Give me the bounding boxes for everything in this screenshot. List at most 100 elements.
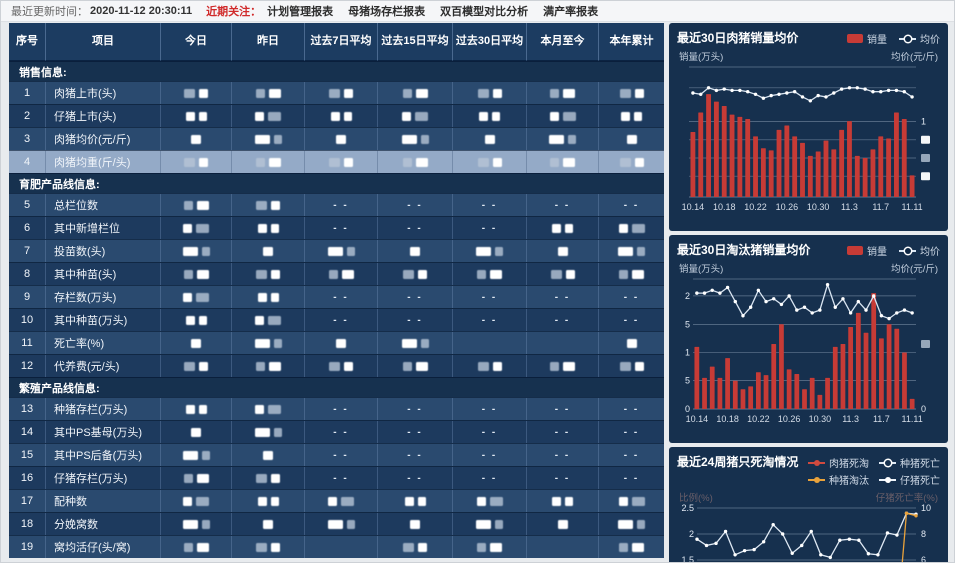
table-row[interactable]: 11 死亡率(%) xyxy=(9,331,664,354)
redacted-value xyxy=(328,269,338,279)
svg-text:11.11: 11.11 xyxy=(901,202,922,212)
redacted-value xyxy=(484,134,495,144)
table-row[interactable]: 8 其中种苗(头) xyxy=(9,262,664,285)
table-row[interactable]: 4 肉猪均重(斤/头) xyxy=(9,150,664,173)
cell-value xyxy=(453,240,527,262)
redacted-value xyxy=(201,450,210,460)
redacted-value xyxy=(637,246,645,256)
table-row[interactable]: 14 其中PS基母(万头) - - - - - - - - - - xyxy=(9,420,664,443)
table-row[interactable]: 19 窝均活仔(头/窝) xyxy=(9,535,664,558)
redacted-value xyxy=(618,496,628,506)
table-row[interactable]: 16 仔猪存栏(万头) - - - - - - - - - - xyxy=(9,466,664,489)
cell-value xyxy=(161,444,232,466)
table-row[interactable]: 9 存栏数(万头) - - - - - - - - - - xyxy=(9,285,664,308)
cell-value xyxy=(161,82,232,104)
table-row[interactable]: 1 肉猪上市(头) xyxy=(9,81,664,104)
menu-item-4[interactable]: 满产率报表 xyxy=(543,6,599,18)
row-label: 存栏数(万头) xyxy=(46,286,161,308)
table-row[interactable]: 2 仔猪上市(头) xyxy=(9,104,664,127)
redacted-value xyxy=(185,404,195,414)
chart-header: 最近24周猪只死淘情况 肉猪死淘 种猪死亡 种猪淘汰 仔猪死亡 xyxy=(677,455,940,487)
cell-value xyxy=(232,332,305,354)
empty-dash: - - xyxy=(481,426,498,438)
redacted-value xyxy=(634,157,644,167)
redacted-value xyxy=(415,111,428,121)
table-row[interactable]: 5 总栏位数 - - - - - - - - - - xyxy=(9,193,664,216)
row-index: 17 xyxy=(9,490,46,512)
cell-value xyxy=(378,536,453,558)
redacted-value xyxy=(256,200,267,210)
table-row[interactable]: 18 分娩窝数 xyxy=(9,512,664,535)
cell-value xyxy=(453,128,527,150)
chart-panel-3: 最近24周猪只死淘情况 肉猪死淘 种猪死亡 种猪淘汰 仔猪死亡 比例(%) 仔猪死亡率(%)… xyxy=(669,447,948,562)
y-axis-left-label: 比例(%) xyxy=(679,493,713,504)
redacted-value xyxy=(271,473,280,483)
cell-value xyxy=(305,536,378,558)
svg-text:10.14: 10.14 xyxy=(682,202,705,212)
table-row[interactable]: 17 配种数 xyxy=(9,489,664,512)
table-row[interactable]: 15 其中PS后备(万头) - - - - - - - - - - xyxy=(9,443,664,466)
redacted-value xyxy=(329,157,340,167)
redacted-value xyxy=(619,361,631,371)
row-label: 种猪存栏(万头) xyxy=(46,398,161,420)
redacted-value xyxy=(492,111,500,121)
empty-dash: - - xyxy=(554,291,571,303)
redacted-value xyxy=(420,134,429,144)
svg-text:2.5: 2.5 xyxy=(681,504,694,513)
redacted-value xyxy=(199,88,208,98)
redacted-value xyxy=(634,361,644,371)
y-axis-left-label: 销量(万头) xyxy=(679,52,724,63)
redacted-value xyxy=(268,315,281,325)
redacted-value xyxy=(268,157,281,167)
legend-item-4[interactable]: 仔猪死亡 xyxy=(879,472,940,487)
cell-value: - - xyxy=(378,444,453,466)
cell-value xyxy=(305,105,378,127)
redacted-value xyxy=(341,496,354,506)
redacted-value xyxy=(402,157,412,167)
svg-text:10.26: 10.26 xyxy=(776,202,799,212)
redacted-value xyxy=(271,269,280,279)
cell-value xyxy=(161,536,232,558)
cell-value xyxy=(232,421,305,443)
legend-item-3[interactable]: 种猪淘汰 xyxy=(808,472,869,487)
cell-value: - - xyxy=(305,217,378,239)
cell-value xyxy=(527,490,599,512)
redacted-value xyxy=(619,157,631,167)
legend-item-1[interactable]: 销量 xyxy=(847,31,887,46)
cell-value xyxy=(453,263,527,285)
section-row: 销售信息: xyxy=(9,61,664,81)
row-index: 19 xyxy=(9,536,46,558)
redacted-value xyxy=(477,88,489,98)
row-label: 总栏位数 xyxy=(46,194,161,216)
y-axis-right-label: 均价(元/斤) xyxy=(891,264,938,275)
table-row[interactable]: 13 种猪存栏(万头) - - - - - - - - - - xyxy=(9,397,664,420)
empty-dash: - - xyxy=(333,199,349,211)
redacted-value xyxy=(401,338,417,348)
table-row[interactable]: 10 其中种苗(万头) - - - - - - - - - - xyxy=(9,308,664,331)
cell-value: - - xyxy=(599,421,664,443)
row-index: 9 xyxy=(9,286,46,308)
menu-item-1[interactable]: 计划管理报表 xyxy=(267,6,334,18)
row-index: 5 xyxy=(9,194,46,216)
legend-item-1[interactable]: 销量 xyxy=(847,243,887,258)
legend-label: 种猪淘汰 xyxy=(829,476,869,487)
cell-value: - - xyxy=(599,286,664,308)
table-row[interactable]: 12 代养费(元/头) xyxy=(9,354,664,377)
table-row[interactable]: 3 肉猪均价(元/斤) xyxy=(9,127,664,150)
menu-item-3[interactable]: 双百模型对比分析 xyxy=(440,6,529,18)
menu-item-2[interactable]: 母猪场存栏报表 xyxy=(348,6,426,18)
line-swatch-icon xyxy=(808,476,825,483)
legend-item-1[interactable]: 肉猪死淘 xyxy=(808,455,869,470)
legend-item-2[interactable]: 均价 xyxy=(899,31,940,46)
cell-value xyxy=(305,513,378,535)
legend-item-2[interactable]: 均价 xyxy=(899,243,940,258)
redacted-value xyxy=(415,361,428,371)
cell-value xyxy=(305,128,378,150)
row-index: 13 xyxy=(9,398,46,420)
redacted-value xyxy=(420,338,429,348)
legend-item-2[interactable]: 种猪死亡 xyxy=(879,455,940,470)
redacted-value xyxy=(254,338,270,348)
cell-value: - - xyxy=(378,467,453,489)
table-row[interactable]: 7 投苗数(头) xyxy=(9,239,664,262)
table-row[interactable]: 6 其中新增栏位 - - - - - - xyxy=(9,216,664,239)
